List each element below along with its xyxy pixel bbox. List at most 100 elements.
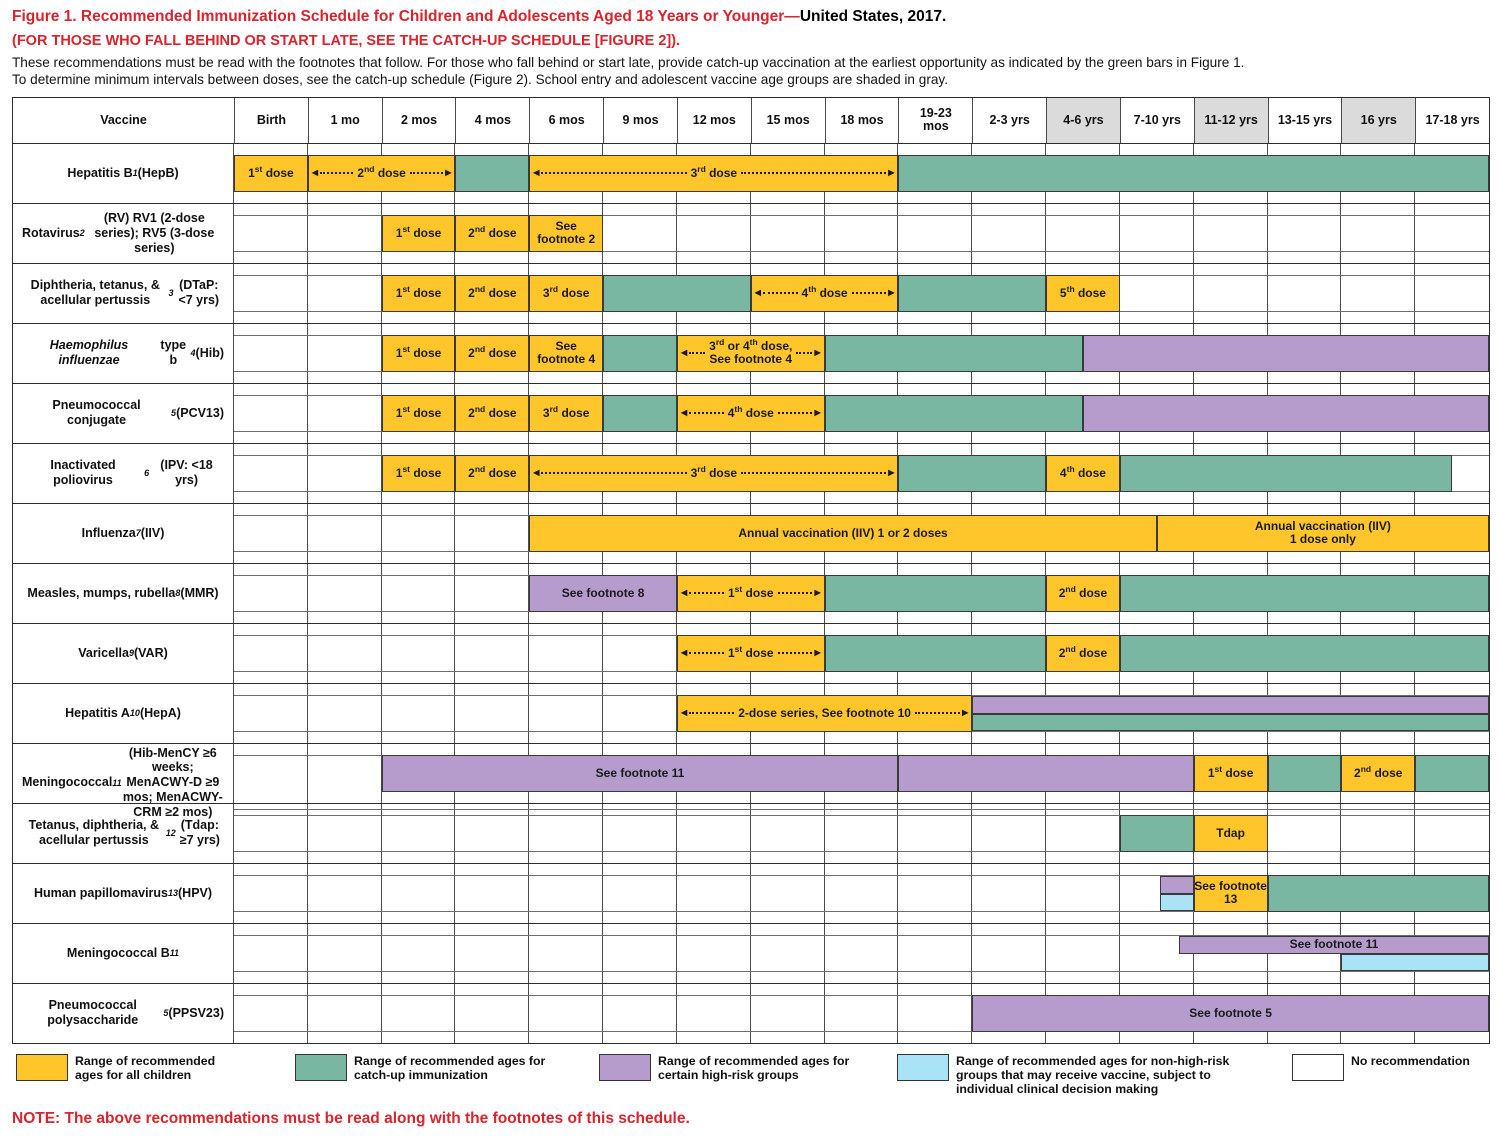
- intro-line-1: These recommendations must be read with …: [12, 55, 1245, 70]
- vaccine-label: Tetanus, diphtheria, & acellular pertuss…: [13, 803, 234, 863]
- schedule-bar: See footnote 11: [381, 754, 899, 792]
- grid-cell: [308, 623, 382, 683]
- legend: Range of recommended ages for all childr…: [12, 1053, 1492, 1097]
- vaccine-row: Pneumococcal polysaccharide 5 (PPSV23) See…: [13, 982, 1489, 1043]
- vaccine-label: Influenza 7 (IIV): [13, 503, 234, 563]
- schedule-bar: 2nd dose: [455, 394, 530, 432]
- grid-cell: [1046, 803, 1120, 863]
- intro-text: These recommendations must be read with …: [12, 55, 1490, 89]
- schedule-bar: 1st dose: [1193, 754, 1268, 792]
- vaccine-label: Hepatitis A 10 (HepA): [13, 683, 234, 743]
- grid-cell: [1120, 203, 1194, 263]
- header-age-14: 13-15 yrs: [1267, 97, 1342, 143]
- schedule-bar: 2nd dose: [455, 274, 530, 312]
- bar-text: 2nd dose: [357, 163, 406, 180]
- legend-item: Range of recommended ages for certain hi…: [599, 1053, 873, 1083]
- grid-cell: [603, 623, 677, 683]
- schedule-bar: [603, 274, 751, 312]
- arrow-left-icon: ◀: [680, 588, 688, 598]
- grid-cell: [308, 743, 382, 822]
- schedule-bar: ◀ 1st dose ▶: [676, 634, 825, 672]
- schedule-bar: [898, 154, 1489, 192]
- header-age-12: 7-10 yrs: [1119, 97, 1194, 143]
- schedule-bar: 3rd dose: [529, 274, 604, 312]
- schedule-bar: 1st dose: [381, 274, 456, 312]
- arrow-right-icon: ▶: [445, 168, 452, 178]
- bar-text: See footnote 2: [537, 219, 596, 247]
- bar-text: See footnote 5: [1189, 1005, 1272, 1020]
- grid-cell: [382, 683, 456, 743]
- grid-cell: [1194, 263, 1268, 323]
- bar-text: 3rd dose: [542, 403, 590, 420]
- grid-cell: [234, 743, 308, 822]
- dotted-line: [541, 172, 687, 175]
- bar-text: 2nd dose: [1354, 763, 1403, 780]
- bar-text: 3rd or 4th dose, See footnote 4: [709, 337, 793, 367]
- bar-text: 3rd dose: [690, 463, 738, 480]
- grid-cell: [234, 263, 308, 323]
- bar-text: See footnote 11: [1289, 937, 1379, 952]
- grid-cell: [234, 683, 308, 743]
- grid-cell: [382, 803, 456, 863]
- schedule-bar: 2nd dose: [455, 334, 530, 372]
- schedule-bar: [1082, 334, 1489, 372]
- grid-cell: [751, 983, 825, 1043]
- dotted-line: [689, 712, 735, 715]
- schedule-bar: ◀ 3rd dose ▶: [529, 154, 899, 192]
- bar-text: See footnote 11: [595, 765, 685, 780]
- schedule-bar: See footnote 11: [1178, 935, 1489, 954]
- dotted-line: [409, 172, 444, 175]
- schedule-bar: 5th dose: [1046, 274, 1120, 312]
- schedule-bar: [455, 154, 530, 192]
- schedule-bar: [1267, 754, 1342, 792]
- bar-text: 3rd dose: [542, 283, 590, 300]
- grid-cell: [455, 983, 530, 1043]
- schedule-bar: [898, 754, 1194, 792]
- schedule-bar: 1st dose: [381, 214, 456, 252]
- schedule-bar: [898, 274, 1047, 312]
- schedule-bar: Tdap: [1193, 814, 1268, 852]
- grid-cell: [1268, 263, 1342, 323]
- header-age-0: Birth: [234, 97, 308, 143]
- bar-text: 2nd dose: [468, 343, 517, 360]
- header-age-10: 2-3 yrs: [972, 97, 1046, 143]
- immunization-schedule-table: Vaccine Birth 1 mo 2 mos 4 mos 6 mos 9 mos 12 m…: [12, 96, 1490, 1044]
- row-track: Tdap: [234, 803, 1489, 863]
- legend-swatch-yellow: [16, 1053, 68, 1081]
- vaccine-row: Tetanus, diphtheria, & acellular pertuss…: [13, 802, 1489, 863]
- header-vaccine: Vaccine: [100, 112, 147, 127]
- arrow-right-icon: ▶: [814, 648, 821, 658]
- arrow-left-icon: ◀: [754, 288, 761, 298]
- schedule-bar: See footnote 4: [529, 334, 604, 372]
- header-age-2: 2 mos: [381, 97, 456, 143]
- header-age-8: 18 mos: [824, 97, 899, 143]
- grid-cell: [1046, 923, 1120, 983]
- header-age-9: 19-23 mos: [898, 97, 972, 143]
- grid-cell: [1341, 803, 1416, 863]
- bar-text: See footnote 8: [561, 585, 645, 600]
- bar-text: 2nd dose: [468, 463, 517, 480]
- grid-cell: [898, 923, 973, 983]
- grid-cell: [898, 983, 973, 1043]
- grid-cell: [898, 203, 973, 263]
- grid-cell: [234, 863, 308, 923]
- grid-cell: [308, 323, 382, 383]
- schedule-bar: [1119, 814, 1194, 852]
- grid-cell: [751, 923, 825, 983]
- vaccine-label: Diphtheria, tetanus, & acellular pertuss…: [13, 263, 234, 323]
- arrow-left-icon: ◀: [533, 168, 540, 178]
- schedule-bar: ◀ 3rd or 4th dose, See footnote 4 ▶: [676, 334, 825, 372]
- row-band-lines: [234, 874, 1489, 912]
- header-age-13: 11-12 yrs: [1193, 97, 1268, 143]
- grid-cell: [529, 683, 604, 743]
- dotted-line: [796, 352, 813, 355]
- bar-text: 1st dose: [1207, 763, 1254, 780]
- bar-text: 1st dose: [395, 223, 442, 240]
- bar-text: 1st dose: [395, 403, 442, 420]
- schedule-bar: [824, 634, 1047, 672]
- row-track: See footnote 5: [234, 983, 1489, 1043]
- schedule-bar: [898, 454, 1047, 492]
- schedule-bar: ◀ 1st dose ▶: [676, 574, 825, 612]
- header-age-3: 4 mos: [455, 97, 529, 143]
